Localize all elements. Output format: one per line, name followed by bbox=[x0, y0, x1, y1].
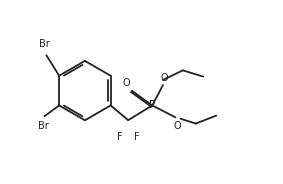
Text: P: P bbox=[149, 100, 155, 110]
Text: O: O bbox=[160, 72, 168, 82]
Text: Br: Br bbox=[38, 121, 48, 131]
Text: Br: Br bbox=[38, 39, 49, 49]
Text: F: F bbox=[134, 132, 140, 142]
Text: O: O bbox=[173, 121, 181, 131]
Text: O: O bbox=[123, 78, 130, 88]
Text: F: F bbox=[117, 132, 123, 142]
